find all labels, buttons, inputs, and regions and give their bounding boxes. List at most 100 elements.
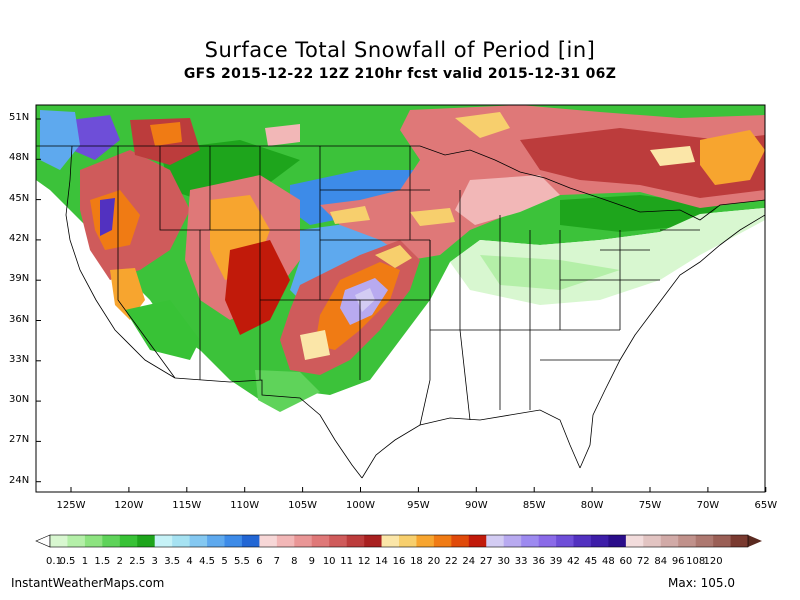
latitude-label: 33N (9, 353, 30, 365)
map-title: Surface Total Snowfall of Period [in] (204, 38, 596, 62)
colorbar-label: 18 (410, 556, 423, 567)
colorbar-label: 6 (256, 556, 263, 567)
colorbar-label: 3.5 (164, 556, 181, 567)
longitude-label: 65W (754, 500, 778, 511)
longitude-label: 110W (230, 500, 260, 511)
snow-area-mountain-darkred (225, 240, 290, 335)
latitude-label: 36N (9, 313, 30, 325)
latitude-label: 27N (9, 434, 30, 446)
colorbar-label: 3 (151, 556, 158, 567)
latitude-label: 30N (9, 394, 30, 406)
colorbar-label: 60 (619, 556, 633, 567)
snow-area-pink (265, 124, 300, 146)
colorbar-cell (486, 535, 504, 547)
snow-area-yellow (300, 330, 330, 360)
latitude-label: 48N (9, 152, 30, 164)
longitude-label: 85W (522, 500, 546, 511)
colorbar-cell (573, 535, 592, 547)
snow-area-trace (480, 255, 620, 290)
colorbar-cell (102, 535, 121, 547)
colorbar-cell (346, 535, 365, 547)
snow-area-sierra (110, 268, 145, 320)
colorbar-label: 20 (427, 556, 441, 567)
snow-area-dark-green (560, 195, 720, 232)
longitude-label: 70W (696, 500, 720, 511)
colorbar-cell (84, 535, 103, 547)
colorbar-cell (207, 535, 225, 547)
snow-area-yellow (375, 245, 412, 268)
longitude-label: 100W (346, 500, 375, 511)
latitude-label: 39N (9, 273, 30, 285)
colorbar-cell (556, 535, 574, 547)
colorbar-under-arrow (35, 534, 51, 548)
colorbar-label: 2 (116, 556, 123, 567)
latitude-label: 45N (9, 192, 30, 204)
snow-area-yellow (410, 208, 455, 226)
map-subtitle: GFS 2015-12-22 12Z 210hr fcst valid 2015… (183, 66, 617, 82)
snow-area-green (125, 300, 200, 360)
longitude-label: 120W (114, 500, 144, 511)
max-value: Max: 105.0 (668, 576, 736, 590)
colorbar-cell (538, 535, 557, 547)
colorbar-label: 45 (584, 556, 598, 567)
snow-area-yellow (650, 146, 695, 166)
colorbar-label: 8 (291, 556, 298, 567)
latitude-label: 42N (9, 232, 30, 244)
colorbar-cell (625, 535, 644, 547)
colorbar-cell (695, 535, 714, 547)
colorbar-label: 42 (567, 556, 580, 567)
colorbar-label: 108 (686, 556, 706, 567)
longitude-label: 75W (638, 500, 662, 511)
colorbar-cell (329, 535, 347, 547)
colorbar-label: 39 (549, 556, 563, 567)
colorbar-cell (189, 535, 208, 547)
colorbar-label: 11 (340, 556, 353, 567)
colorbar-label: 84 (654, 556, 668, 567)
colorbar-cell (416, 535, 435, 547)
colorbar-label: 30 (497, 556, 511, 567)
colorbar-cell (713, 535, 731, 547)
colorbar-label: 72 (636, 556, 650, 567)
longitude-label: 90W (464, 500, 488, 511)
colorbar-label: 4 (186, 556, 193, 567)
snow-area-green (255, 370, 320, 412)
colorbar-label: 14 (375, 556, 388, 567)
colorbar-cell (381, 535, 400, 547)
longitude-label: 125W (56, 500, 86, 511)
snow-area-mountain-purple (70, 115, 120, 160)
colorbar-cell (468, 535, 487, 547)
colorbar-cell (276, 535, 295, 547)
colorbar-cell (294, 535, 313, 547)
snow-area-pink (455, 175, 560, 225)
colorbar-label: 1 (81, 556, 89, 567)
colorbar-label: 36 (532, 556, 545, 567)
latitude-label: 24N (9, 474, 30, 486)
site-credit: InstantWeatherMaps.com (11, 576, 165, 590)
colorbar-label: 1.5 (94, 556, 111, 567)
colorbar-cell (119, 535, 138, 547)
colorbar-cell (590, 535, 609, 547)
colorbar-label: 0.5 (59, 556, 76, 567)
colorbar-cell (172, 535, 190, 547)
colorbar-label: 48 (602, 556, 615, 567)
snow-area-yellow (330, 206, 370, 224)
longitude-label: 115W (172, 500, 202, 511)
colorbar-label: 4.5 (199, 556, 215, 567)
colorbar-label: 2.5 (129, 556, 146, 567)
colorbar-cell (224, 535, 243, 547)
colorbar-label: 12 (357, 556, 371, 567)
snow-area-mountain-blue (40, 110, 80, 170)
colorbar-cell (678, 535, 696, 547)
longitude-label: 80W (580, 500, 604, 511)
colorbar-label: 5.5 (233, 556, 250, 567)
colorbar-label: 5 (221, 556, 228, 567)
colorbar-cell (433, 535, 452, 547)
colorbar-label: 33 (514, 556, 528, 567)
colorbar-label: 24 (462, 556, 476, 567)
colorbar-label: 22 (444, 556, 458, 567)
colorbar-label: 0.1 (46, 556, 62, 567)
colorbar-cell (50, 535, 68, 547)
latitude-label: 51N (9, 112, 30, 123)
